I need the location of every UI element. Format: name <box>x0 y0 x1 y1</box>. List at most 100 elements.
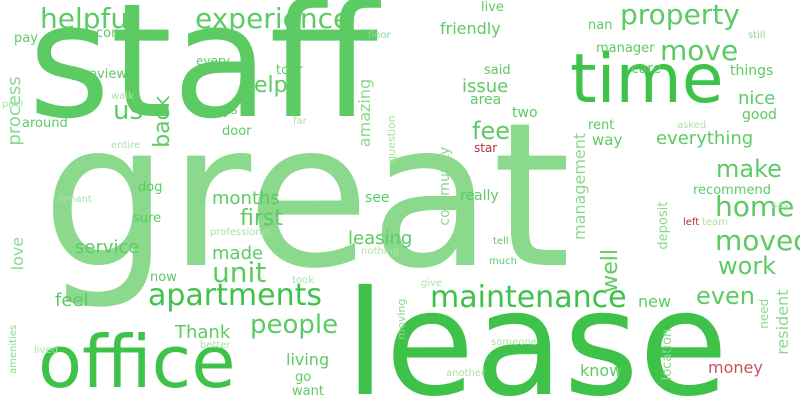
word-people: people <box>250 310 338 340</box>
word-location: location <box>660 329 675 381</box>
word-time: time <box>570 40 724 119</box>
word-way: way <box>592 131 622 149</box>
word-even: even <box>696 282 755 310</box>
word-move: move <box>660 34 738 67</box>
word-friendly: friendly <box>440 19 501 38</box>
word-first: first <box>240 206 283 231</box>
word-manager: manager <box>596 41 655 56</box>
word-two: two <box>512 105 538 121</box>
word-question: question <box>385 115 398 163</box>
word-better: better <box>200 340 231 351</box>
word-much: much <box>489 256 517 267</box>
word-deposit: deposit <box>656 202 671 250</box>
word-door: door <box>222 124 252 139</box>
word-issue: issue <box>462 76 508 97</box>
word-made: made <box>212 243 263 264</box>
word-walk: walk <box>111 91 134 102</box>
word-took: took <box>292 275 314 286</box>
word-know: know <box>580 361 622 380</box>
word-moved: moved <box>715 224 800 257</box>
word-tour: tour <box>276 63 303 78</box>
word-left: left <box>683 217 699 228</box>
word-unit: unit <box>212 256 266 289</box>
word-lease: lease <box>345 260 728 400</box>
word-thank: Thank <box>174 322 231 343</box>
word-maintenance: maintenance <box>430 280 627 315</box>
word-well: well <box>598 249 623 293</box>
word-always: always <box>193 103 238 118</box>
word-really: really <box>460 188 499 204</box>
word-lived: lived <box>34 345 58 356</box>
word-want: want <box>292 384 324 399</box>
word-property: property <box>620 0 740 31</box>
word-love: love <box>8 237 27 271</box>
word-said: said <box>484 63 511 78</box>
word-tenant: tenant <box>59 194 92 205</box>
word-nan: nan <box>588 18 612 33</box>
word-team: team <box>702 217 728 228</box>
word-helpful: helpful <box>40 2 136 35</box>
word-amazing: amazing <box>355 79 374 147</box>
word-money: money <box>708 358 763 377</box>
word-every: every <box>196 54 230 68</box>
word-process: process <box>4 76 25 145</box>
word-resident: resident <box>773 290 792 355</box>
word-see: see <box>365 190 390 206</box>
word-someone: someone <box>491 337 537 348</box>
word-fee: fee <box>472 117 510 145</box>
word-floor: floor <box>368 30 392 41</box>
word-everything: everything <box>656 128 753 149</box>
word-great: great <box>42 80 571 313</box>
word-entire: entire <box>111 140 140 151</box>
word-go: go <box>295 370 311 385</box>
word-say: say <box>772 200 789 211</box>
word-amenities: amenities <box>8 325 19 374</box>
word-leasing: leasing <box>348 228 412 249</box>
word-care: care <box>631 61 661 77</box>
word-help: help <box>240 73 288 98</box>
word-service: service <box>75 237 139 258</box>
word-months: months <box>212 188 280 209</box>
word-around: around <box>22 116 68 131</box>
word-feel: feel <box>55 290 89 311</box>
word-new: new <box>638 292 671 311</box>
word-living: living <box>286 350 329 369</box>
word-sure: sure <box>133 211 161 226</box>
word-professional: professional <box>210 227 271 238</box>
word-apartments: apartments <box>148 278 322 313</box>
word-office: office <box>38 320 236 400</box>
word-nothing: nothing <box>361 246 399 257</box>
word-rent: rent <box>588 118 614 133</box>
word-things: things <box>730 63 773 79</box>
word-star: star <box>474 141 497 155</box>
word-staff: staff <box>28 0 381 154</box>
word-complex: complex <box>96 26 151 41</box>
word-tell: tell <box>493 236 509 247</box>
word-us: us <box>113 96 143 126</box>
word-pool: pool <box>2 99 23 110</box>
word-far: far <box>293 116 308 127</box>
word-another: another <box>446 368 486 379</box>
word-still: still <box>748 30 765 41</box>
word-review: review <box>84 67 127 82</box>
word-community: community <box>437 147 453 226</box>
word-work: work <box>718 252 776 280</box>
word-management: management <box>570 133 589 240</box>
word-live: live <box>481 0 504 15</box>
word-now: now <box>150 270 177 285</box>
word-make: make <box>716 155 782 183</box>
word-nice: nice <box>738 88 775 109</box>
word-asked: asked <box>677 120 706 131</box>
word-good: good <box>742 107 777 123</box>
word-home: home <box>715 190 794 223</box>
word-give: give <box>421 278 442 289</box>
word-pay: pay <box>14 31 38 46</box>
word-back: back <box>150 95 175 148</box>
word-never: never <box>296 26 334 41</box>
word-experience: experience <box>195 2 350 35</box>
word-dog: dog <box>138 180 162 195</box>
word-need: need <box>757 299 771 329</box>
